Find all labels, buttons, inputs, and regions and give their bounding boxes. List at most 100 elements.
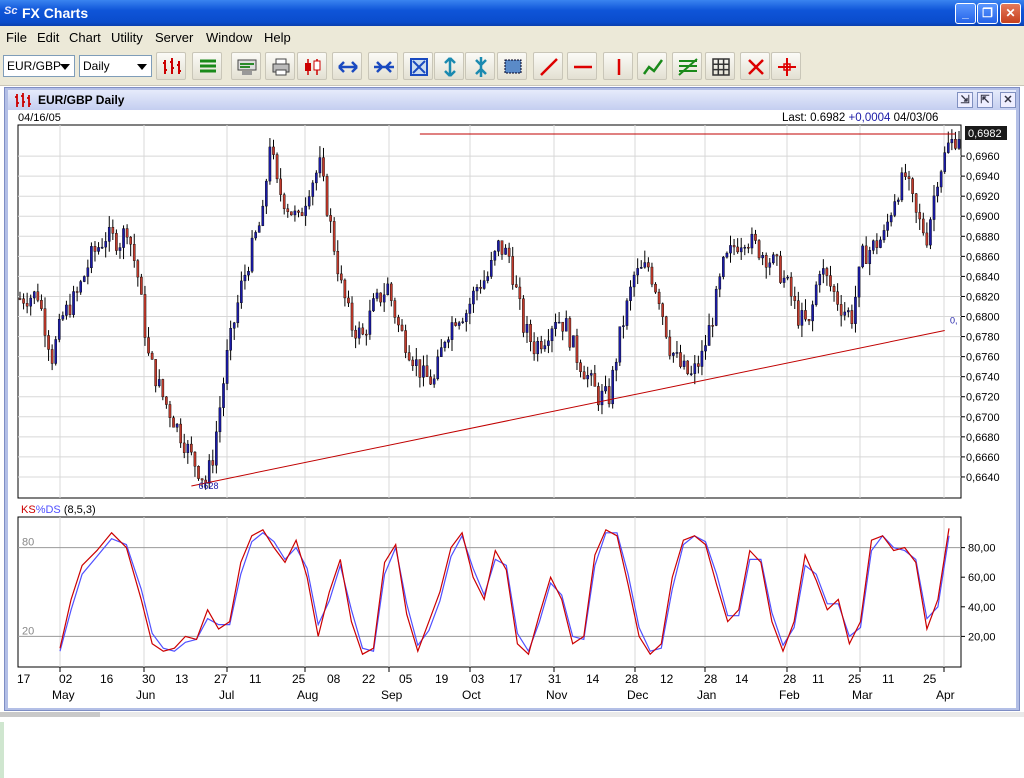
minimize-button[interactable]: _ <box>955 3 976 24</box>
candle-body <box>704 345 707 352</box>
trendline[interactable] <box>191 330 945 487</box>
y-tick-label: 0,6680 <box>966 432 1000 444</box>
candle-body <box>911 178 914 194</box>
candle-body <box>814 284 818 305</box>
candle-body <box>664 316 668 338</box>
indicator-button[interactable] <box>637 52 667 80</box>
candle-body <box>382 294 386 303</box>
candle-body <box>647 262 650 268</box>
stoch-levels: 80 20 <box>18 537 961 637</box>
candle-body <box>668 336 672 356</box>
month-label: Feb <box>779 688 800 702</box>
candle-body <box>75 291 79 293</box>
candle-body <box>243 274 247 282</box>
candle-body <box>457 322 461 326</box>
candle-body <box>379 292 382 303</box>
candle-body <box>943 152 947 172</box>
candle-body <box>57 318 61 340</box>
time-axis: 17 02 16 30 13 27 11 25 08 22 05 19 03 17 31 14 28 12 28 14… <box>17 667 955 702</box>
y-tick-label: 0,6720 <box>966 392 1000 404</box>
chart-window-icon <box>15 93 31 107</box>
month-label: Sep <box>381 688 403 702</box>
candle-body <box>115 233 118 251</box>
candle-body <box>454 322 457 326</box>
symbol-select[interactable]: EUR/GBP <box>3 55 75 77</box>
candle-body <box>764 255 768 268</box>
y-tick-label: 0,6760 <box>966 352 1000 364</box>
candle-body <box>836 291 839 305</box>
day-tick-label: 03 <box>471 672 485 686</box>
bar-chart-button[interactable] <box>156 52 186 80</box>
compress-horizontal-button[interactable] <box>368 52 398 80</box>
chart-window: EUR/GBP Daily ⇲ ⇱ ✕ 0,6640 0,6660 0,6680 0,… <box>4 87 1020 711</box>
menu-file[interactable]: File <box>6 30 27 45</box>
candle-body <box>625 300 629 326</box>
candle-body <box>450 322 454 340</box>
menu-chart[interactable]: Chart <box>69 30 101 45</box>
candle-body <box>300 212 304 216</box>
menu-help[interactable]: Help <box>264 30 291 45</box>
candle-body <box>554 322 557 329</box>
price-chart[interactable]: 0,6640 0,6660 0,6680 0,6700 0,6720 0,6740 0,67… <box>8 110 1016 708</box>
candle-body <box>493 251 497 261</box>
candle-body <box>686 360 689 374</box>
period-select[interactable]: Daily <box>79 55 152 77</box>
menu-window[interactable]: Window <box>206 30 253 45</box>
low-annotation: 6628 <box>199 481 219 491</box>
month-label: Jun <box>136 688 155 702</box>
day-tick-label: 14 <box>586 672 600 686</box>
candle-body <box>575 335 579 363</box>
candle-body <box>504 247 507 255</box>
candle-body <box>897 199 900 202</box>
restore-button[interactable]: ⇱ <box>977 92 993 108</box>
undock-button[interactable]: ⇲ <box>957 92 973 108</box>
crosshair-button[interactable] <box>771 52 801 80</box>
candle-body <box>864 245 868 264</box>
draw-vertical-line-button[interactable] <box>603 52 633 80</box>
candle-body <box>539 341 543 350</box>
candle-body <box>782 277 786 283</box>
candle-body <box>772 254 775 264</box>
end-date-label: 04/03/06 <box>894 112 939 124</box>
grid-button[interactable] <box>705 52 735 80</box>
menu-server[interactable]: Server <box>155 30 194 45</box>
draw-trendline-button[interactable] <box>533 52 563 80</box>
candle-body <box>257 225 261 233</box>
candle-body <box>329 215 332 222</box>
print-button[interactable] <box>265 52 295 80</box>
menu-edit[interactable]: Edit <box>37 30 60 45</box>
properties-button[interactable] <box>231 52 261 80</box>
candle-body <box>604 386 607 392</box>
arrows-horizontal-icon <box>338 61 358 73</box>
fibonacci-button[interactable] <box>672 52 702 80</box>
menu-utility[interactable]: Utility <box>111 30 143 45</box>
candle-button[interactable] <box>297 52 327 80</box>
candle-body <box>365 333 368 336</box>
candle-body <box>250 237 254 272</box>
zoom-horizontal-button[interactable] <box>332 52 362 80</box>
candle-body <box>893 201 897 216</box>
fit-button[interactable] <box>403 52 433 80</box>
maximize-button[interactable]: ❐ <box>977 3 998 24</box>
close-button[interactable]: ✕ <box>1000 3 1021 24</box>
stoch-k-line <box>59 528 950 656</box>
draw-horizontal-line-button[interactable] <box>567 52 597 80</box>
candle-body <box>472 290 475 305</box>
window-titlebar: Sc FX Charts _ ❐ ✕ <box>0 0 1024 26</box>
candle-body <box>607 386 611 405</box>
chevron-down-icon <box>60 64 70 70</box>
delete-x-icon <box>748 59 764 75</box>
zoom-vertical-button[interactable] <box>434 52 464 80</box>
select-area-button[interactable] <box>497 52 527 80</box>
compress-vertical-button[interactable] <box>465 52 495 80</box>
list-view-button[interactable] <box>192 52 222 80</box>
month-label: May <box>52 688 75 702</box>
candle-body <box>282 194 286 209</box>
candle-body <box>429 376 432 385</box>
delete-objects-button[interactable] <box>740 52 770 80</box>
chart-close-button[interactable]: ✕ <box>1000 92 1016 108</box>
candle-body <box>168 404 172 418</box>
candle-body <box>147 337 150 354</box>
ohlc-bars-icon <box>163 58 181 74</box>
